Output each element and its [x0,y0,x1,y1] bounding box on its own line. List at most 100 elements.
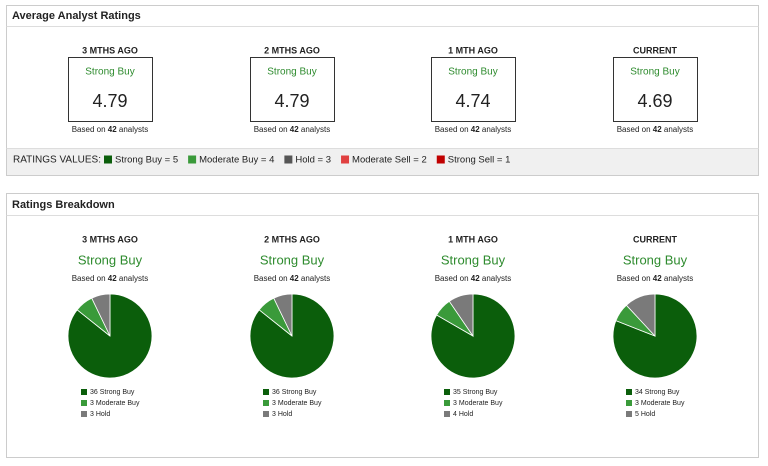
legend-label: 3 Hold [90,411,110,418]
analyst-count-note: Based on 42 analysts [254,274,331,283]
rating-box [431,57,516,122]
legend-label: 34 Strong Buy [635,389,680,396]
legend-label: 36 Strong Buy [90,389,135,396]
note-prefix: Based on [254,274,288,283]
chart-title: 2 MTHS AGO [264,234,320,244]
legend-swatch [626,400,632,406]
legend-count: 3 [272,400,276,407]
legend-swatch [263,389,269,395]
legend-category: Moderate Buy [459,400,503,407]
legend-label: Strong Buy = 5 [115,155,178,166]
legend-category: Strong Buy [100,389,135,396]
legend-count: 35 [453,389,461,396]
legend-count: 5 [635,411,639,418]
pie-slice [448,293,474,338]
note-prefix: Based on [435,125,469,134]
legend-label: 35 Strong Buy [453,389,498,396]
rating-score: 4.74 [455,91,490,111]
note-prefix: Based on [72,125,106,134]
legend-label: Hold = 3 [295,155,331,166]
legend-label: 3 Moderate Buy [272,400,322,407]
legend-count: 3 [635,400,639,407]
rating-text: Strong Buy [448,67,497,78]
pie-slice [67,293,153,379]
rating-box [250,57,335,122]
note-suffix: analysts [301,125,330,134]
panel-title: Average Analyst Ratings [12,10,141,22]
rating-text: Strong Buy [85,67,134,78]
analyst-count-note: Based on 42 analysts [617,125,694,134]
note-suffix: analysts [664,125,693,134]
legend-label: 3 Moderate Buy [635,400,685,407]
analyst-count-note: Based on 42 analysts [72,125,149,134]
analyst-count: 42 [471,274,480,283]
legend-swatch [81,411,87,417]
legend-title: RATINGS VALUES: [13,155,101,166]
legend-count: 3 [453,400,457,407]
legend-count: 3 [272,411,276,418]
legend-swatch [626,389,632,395]
pie-slice [91,293,111,337]
legend-count: 3 [90,400,94,407]
legend-label: 3 Moderate Buy [90,400,140,407]
note-prefix: Based on [435,274,469,283]
analyst-count: 42 [108,274,117,283]
legend-category: Moderate Buy [96,400,140,407]
legend-swatch [444,389,450,395]
analyst-count-note: Based on 42 analysts [435,274,512,283]
legend-count: 4 [453,411,457,418]
note-suffix: analysts [301,274,330,283]
legend-swatch [104,155,112,164]
legend-swatch [263,400,269,406]
pie-slice [625,293,656,338]
legend-label: Strong Sell = 1 [448,155,511,166]
note-suffix: analysts [482,274,511,283]
analyst-count-note: Based on 42 analysts [435,125,512,134]
chart-subtitle: Strong Buy [623,252,688,267]
analyst-count: 42 [290,274,299,283]
legend-label: 3 Moderate Buy [453,400,503,407]
analyst-count-note: Based on 42 analysts [72,274,149,283]
note-suffix: analysts [119,125,148,134]
legend-count: 36 [90,389,98,396]
legend-category: Strong Buy [645,389,680,396]
pie-slice [249,293,335,379]
rating-box [68,57,153,122]
rating-box [613,57,698,122]
note-prefix: Based on [617,125,651,134]
analyst-count: 42 [290,125,299,134]
period-label: CURRENT [633,45,678,55]
note-suffix: analysts [482,125,511,134]
legend-label: 5 Hold [635,411,655,418]
pie-slice [612,293,698,379]
note-prefix: Based on [72,274,106,283]
chart-subtitle: Strong Buy [78,252,143,267]
chart-subtitle: Strong Buy [260,252,325,267]
legend-count: 36 [272,389,280,396]
rating-score: 4.79 [92,91,127,111]
legend-swatch [81,389,87,395]
legend-category: Hold [459,411,474,418]
period-label: 2 MTHS AGO [264,45,320,55]
panel-title: Ratings Breakdown [12,199,115,211]
analyst-count: 42 [108,125,117,134]
period-label: 1 MTH AGO [448,45,498,55]
legend-label: 3 Hold [272,411,292,418]
legend-swatch [626,411,632,417]
chart-title: 3 MTHS AGO [82,234,138,244]
legend-category: Moderate Buy [641,400,685,407]
legend-swatch [188,155,197,164]
legend-count: 34 [635,389,643,396]
legend-category: Hold [641,411,656,418]
legend-swatch [444,400,450,406]
chart-subtitle: Strong Buy [441,252,506,267]
legend-category: Strong Buy [463,389,498,396]
analyst-count: 42 [653,274,662,283]
legend-swatch [444,411,450,417]
legend-label: 36 Strong Buy [272,389,317,396]
analyst-count-note: Based on 42 analysts [617,274,694,283]
legend-category: Strong Buy [282,389,317,396]
legend-swatch [263,411,269,417]
legend-swatch [436,155,445,164]
rating-score: 4.69 [637,91,672,111]
